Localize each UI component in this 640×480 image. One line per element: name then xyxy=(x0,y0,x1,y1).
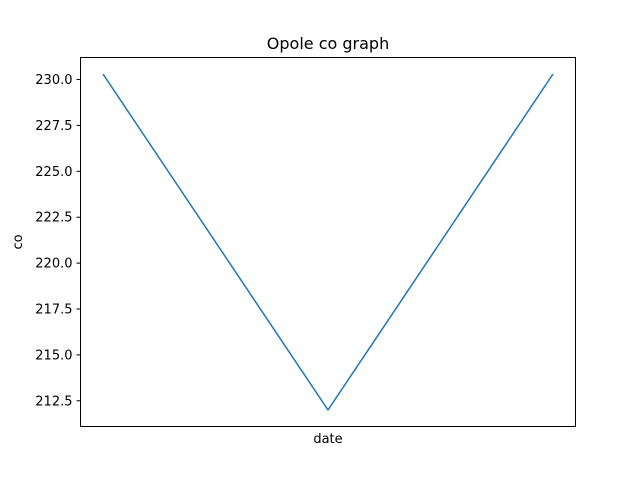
y-tick-label: 230.0 xyxy=(35,73,72,88)
axes-frame xyxy=(80,57,576,427)
y-axis-ticks: 212.5 215.0 217.5 220.0 222.5 225.0 227.5 230.0 xyxy=(35,73,81,409)
plot-area xyxy=(102,73,554,411)
y-tick-label: 222.5 xyxy=(35,211,72,226)
chart-title: Opole co graph xyxy=(267,34,389,53)
y-tick-label: 215.0 xyxy=(35,348,72,363)
y-tick-label: 220.0 xyxy=(35,257,72,272)
y-tick-label: 212.5 xyxy=(35,394,72,409)
y-tick-label: 217.5 xyxy=(35,303,72,318)
y-tick-label: 227.5 xyxy=(35,119,72,134)
series-line-0 xyxy=(102,73,554,411)
x-axis-label: date xyxy=(313,432,342,447)
y-tick-label: 225.0 xyxy=(35,165,72,180)
y-axis-label: co xyxy=(11,234,26,249)
